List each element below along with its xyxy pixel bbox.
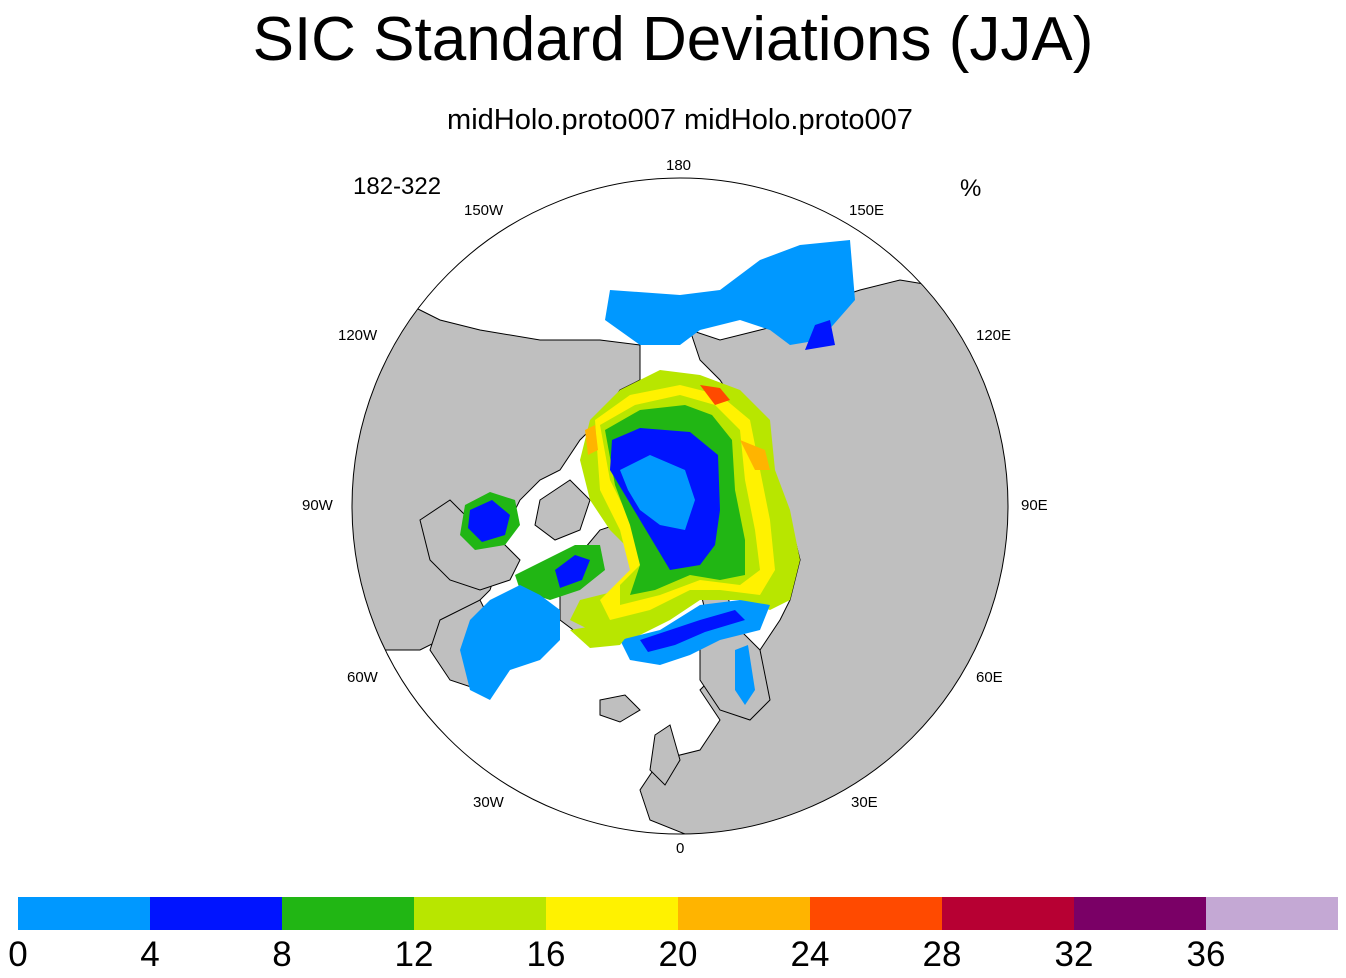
colorbar-label: 0	[8, 935, 28, 974]
colorbar-label: 24	[790, 935, 830, 974]
colorbar-label: 36	[1186, 935, 1226, 974]
colorbar-box-0	[18, 897, 150, 930]
colorbar-box-7	[942, 897, 1074, 930]
colorbar-box-5	[678, 897, 810, 930]
left-string: 182-322	[353, 173, 442, 200]
colorbar-box-2	[282, 897, 414, 930]
colorbar-box-6	[810, 897, 942, 930]
lon-label-120e: 120E	[976, 327, 1012, 344]
lon-label-150w: 150W	[464, 202, 504, 219]
colorbar-label: 20	[658, 935, 698, 974]
colorbar-box-1	[150, 897, 282, 930]
colorbar-label: 28	[922, 935, 962, 974]
lon-label-180: 180	[666, 157, 692, 174]
plot-subtitle: midHolo.proto007 midHolo.proto007	[447, 104, 913, 136]
colorbar-label: 12	[394, 935, 434, 974]
lon-label-60w: 60W	[347, 669, 378, 686]
colorbar-label: 4	[140, 935, 160, 974]
plot-title: SIC Standard Deviations (JJA)	[252, 5, 1094, 74]
lon-label-150e: 150E	[849, 202, 885, 219]
lon-label-120w: 120W	[338, 327, 378, 344]
colorbar-box-3	[414, 897, 546, 930]
lon-label-30e: 30E	[851, 794, 878, 811]
lon-label-90e: 90E	[1021, 497, 1048, 514]
colorbar-label: 32	[1054, 935, 1094, 974]
colorbar-box-4	[546, 897, 678, 930]
colorbar-label: 8	[272, 935, 292, 974]
lon-label-0: 0	[676, 840, 685, 857]
units-label: %	[960, 175, 982, 202]
lon-label-90w: 90W	[302, 497, 333, 514]
lon-label-60e: 60E	[976, 669, 1003, 686]
colorbar-label: 16	[526, 935, 566, 974]
sic-field	[460, 240, 855, 705]
colorbar-box-9	[1206, 897, 1338, 930]
lon-label-30w: 30W	[473, 794, 504, 811]
colorbar-box-8	[1074, 897, 1206, 930]
map-boundary	[351, 177, 1009, 835]
